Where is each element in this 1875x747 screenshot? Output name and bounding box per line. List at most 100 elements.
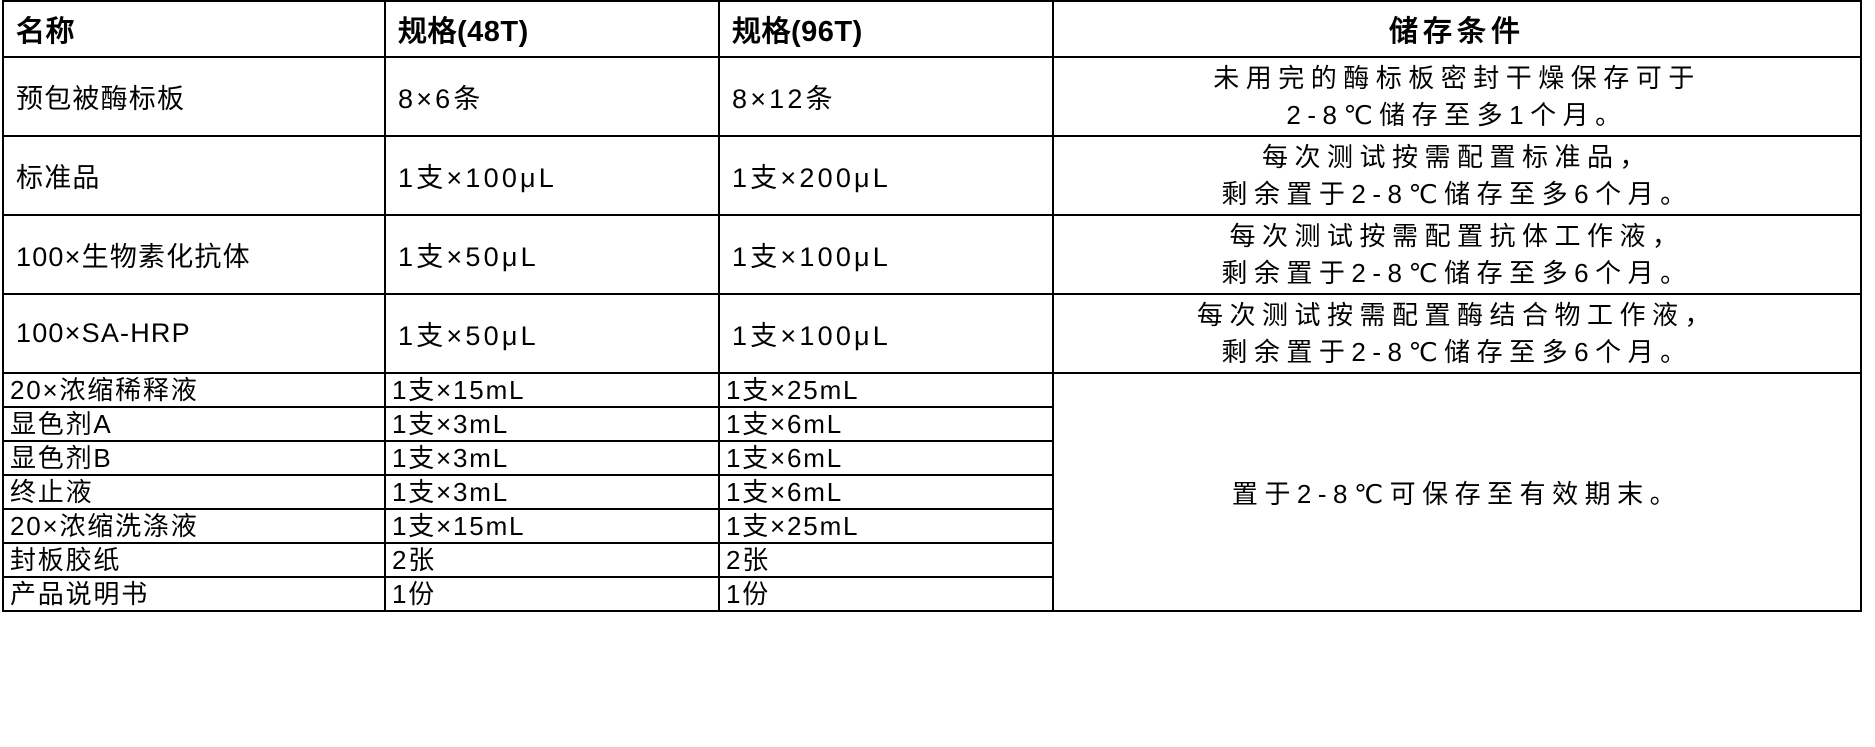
cell-spec96: 1支×6mL: [718, 406, 1054, 442]
cell-spec96: 1份: [718, 576, 1054, 612]
header-cell-storage: 储存条件: [1052, 0, 1862, 58]
component-spec-96t: 1支×25mL: [726, 511, 860, 541]
header-cell-spec96: 规格(96T): [718, 0, 1054, 58]
header-cell-spec48: 规格(48T): [384, 0, 720, 58]
table-row: 标准品 1支×100μL 1支×200μL 每次测试按需配置标准品， 剩余置于2-8℃储…: [2, 135, 1862, 216]
table-header: 名称 规格(48T) 规格(96T) 储存条件: [2, 0, 1862, 58]
component-spec-96t: 1支×100μL: [732, 242, 892, 272]
component-name: 20×浓缩洗涤液: [10, 511, 199, 541]
storage-line: 未用完的酶标板密封干燥保存可于: [1213, 62, 1701, 93]
component-spec-48t: 1支×3mL: [392, 443, 510, 473]
header-label-spec48: 规格(48T): [398, 16, 529, 48]
component-name: 终止液: [10, 477, 94, 507]
cell-spec48: 1支×50μL: [384, 214, 720, 295]
cell-storage: 每次测试按需配置酶结合物工作液， 剩余置于2-8℃储存至多6个月。: [1052, 293, 1862, 374]
cell-name: 20×浓缩洗涤液: [2, 508, 386, 544]
table-row: 显色剂A 1支×3mL 1支×6mL: [2, 406, 1861, 442]
component-spec-48t: 2张: [392, 545, 437, 575]
component-name: 显色剂B: [10, 443, 113, 473]
storage-condition: 每次测试按需配置标准品， 剩余置于2-8℃储存至多6个月。: [1054, 139, 1860, 213]
component-spec-48t: 1支×15mL: [392, 375, 526, 405]
cell-name: 显色剂A: [2, 406, 386, 442]
cell-spec48: 1支×50μL: [384, 293, 720, 374]
component-name: 20×浓缩稀释液: [10, 375, 199, 405]
storage-condition: 未用完的酶标板密封干燥保存可于 2-8℃储存至多1个月。: [1054, 60, 1860, 134]
cell-spec96: 1支×6mL: [718, 440, 1054, 476]
cell-spec48: 1支×100μL: [384, 135, 720, 216]
cell-spec48: 1支×15mL: [384, 372, 720, 408]
table-row: 预包被酶标板 8×6条 8×12条 未用完的酶标板密封干燥保存可于 2-8℃储存至多1个…: [2, 56, 1862, 137]
cell-name: 封板胶纸: [2, 542, 386, 578]
cell-spec96: 1支×100μL: [718, 293, 1054, 374]
cell-spec48: 2张: [384, 542, 720, 578]
cell-spec96: 8×12条: [718, 56, 1054, 137]
cell-name: 终止液: [2, 474, 386, 510]
table-row: 产品说明书 1份 1份: [2, 576, 1861, 612]
table-row: 显色剂B 1支×3mL 1支×6mL: [2, 440, 1861, 476]
cell-spec96: 1支×25mL: [718, 372, 1054, 408]
cell-storage: 每次测试按需配置抗体工作液， 剩余置于2-8℃储存至多6个月。: [1052, 214, 1862, 295]
component-name: 100×SA-HRP: [16, 318, 191, 348]
component-spec-48t: 1支×50μL: [398, 321, 539, 351]
component-spec-96t: 1支×6mL: [726, 409, 844, 439]
storage-line: 2-8℃储存至多1个月。: [1286, 99, 1628, 130]
table-row: 封板胶纸 2张 2张: [2, 542, 1861, 578]
storage-line: 每次测试按需配置抗体工作液，: [1229, 220, 1685, 251]
storage-condition-shared: 置于2-8℃可保存至有效期末。: [1231, 478, 1683, 509]
table-row: 20×浓缩稀释液 1支×15mL 1支×25mL 置于2-8℃可保存至有效期末。: [2, 372, 1862, 612]
cell-name: 20×浓缩稀释液: [2, 372, 386, 408]
cell-spec48: 1支×15mL: [384, 508, 720, 544]
header-cell-name: 名称: [2, 0, 386, 58]
header-label-spec96: 规格(96T): [732, 16, 863, 48]
component-spec-48t: 1支×15mL: [392, 511, 526, 541]
storage-line: 剩余置于2-8℃储存至多6个月。: [1221, 336, 1693, 367]
component-spec-48t: 1支×50μL: [398, 242, 539, 272]
cell-storage-merged: 置于2-8℃可保存至有效期末。: [1052, 372, 1862, 612]
component-spec-96t: 1支×100μL: [732, 321, 892, 351]
cell-spec96: 1支×25mL: [718, 508, 1054, 544]
component-spec-96t: 1支×6mL: [726, 477, 844, 507]
component-spec-48t: 1支×3mL: [392, 477, 510, 507]
table-row: 100×生物素化抗体 1支×50μL 1支×100μL 每次测试按需配置抗体工作液， 剩…: [2, 214, 1862, 295]
table-body: 预包被酶标板 8×6条 8×12条 未用完的酶标板密封干燥保存可于 2-8℃储存至多1个…: [2, 56, 1862, 612]
kit-components-table: 名称 规格(48T) 规格(96T) 储存条件 预包被酶标板 8×6条 8×12条 未…: [2, 0, 1862, 612]
component-spec-96t: 1份: [726, 579, 771, 609]
storage-line: 每次测试按需配置标准品，: [1261, 141, 1652, 172]
header-label-storage: 储存条件: [1388, 16, 1525, 48]
cell-name: 显色剂B: [2, 440, 386, 476]
cell-storage: 每次测试按需配置标准品， 剩余置于2-8℃储存至多6个月。: [1052, 135, 1862, 216]
component-name: 预包被酶标板: [16, 84, 186, 114]
cell-name: 标准品: [2, 135, 386, 216]
cell-spec96: 2张: [718, 542, 1054, 578]
cell-spec48: 1份: [384, 576, 720, 612]
component-name: 封板胶纸: [10, 545, 122, 575]
component-spec-48t: 1支×100μL: [398, 163, 558, 193]
cell-name: 产品说明书: [2, 576, 386, 612]
cell-spec96: 1支×200μL: [718, 135, 1054, 216]
header-row: 名称 规格(48T) 规格(96T) 储存条件: [2, 0, 1862, 58]
table-row: 20×浓缩洗涤液 1支×15mL 1支×25mL: [2, 508, 1861, 544]
header-label-name: 名称: [16, 16, 76, 48]
component-name: 显色剂A: [10, 409, 113, 439]
cell-spec96: 1支×100μL: [718, 214, 1054, 295]
component-spec-48t: 1份: [392, 579, 437, 609]
component-name: 标准品: [16, 163, 101, 193]
storage-line: 剩余置于2-8℃储存至多6个月。: [1221, 178, 1693, 209]
component-spec-96t: 1支×200μL: [732, 163, 892, 193]
cell-spec48: 8×6条: [384, 56, 720, 137]
cell-name: 预包被酶标板: [2, 56, 386, 137]
storage-line: 每次测试按需配置酶结合物工作液，: [1196, 299, 1717, 330]
component-name: 产品说明书: [10, 579, 150, 609]
storage-condition: 每次测试按需配置酶结合物工作液， 剩余置于2-8℃储存至多6个月。: [1054, 297, 1860, 371]
component-spec-48t: 8×6条: [398, 84, 484, 114]
component-spec-48t: 1支×3mL: [392, 409, 510, 439]
component-spec-96t: 1支×6mL: [726, 443, 844, 473]
cell-spec48: 1支×3mL: [384, 406, 720, 442]
table-row: 100×SA-HRP 1支×50μL 1支×100μL 每次测试按需配置酶结合物工作液…: [2, 293, 1862, 374]
component-name: 100×生物素化抗体: [16, 242, 251, 272]
component-spec-96t: 8×12条: [732, 84, 836, 114]
cell-spec48: 1支×3mL: [384, 474, 720, 510]
component-spec-96t: 1支×25mL: [726, 375, 860, 405]
cell-spec48: 1支×3mL: [384, 440, 720, 476]
cell-name: 100×SA-HRP: [2, 293, 386, 374]
